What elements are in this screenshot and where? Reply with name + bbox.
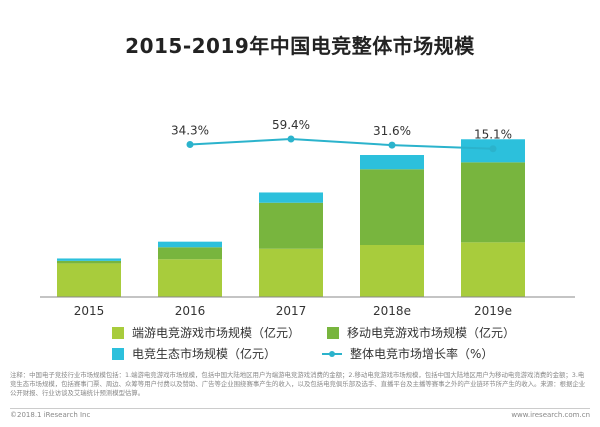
x-tick-label: 2019e	[474, 304, 512, 318]
bar-2015-series-2	[57, 258, 121, 261]
legend-item-ecosystem: 电竞生态市场规模（亿元）	[112, 345, 276, 362]
legend-label-growth: 整体电竞市场增长率（%）	[350, 347, 494, 361]
bar-2019e-series-1	[461, 162, 525, 243]
legend-item-growth: 整体电竞市场增长率（%）	[322, 345, 493, 362]
growth-data-label: 31.6%	[373, 124, 411, 138]
notes-text: 注释：中国电子竞技行业市场规模包括：1.端游电竞游戏市场规模，包括中国大陆地区用…	[10, 371, 586, 397]
bar-2016-series-2	[158, 241, 222, 248]
bar-2017-series-2	[259, 192, 323, 203]
growth-point	[287, 135, 295, 143]
bar-2018e-series-0	[360, 245, 424, 297]
bar-2019e-series-0	[461, 242, 525, 297]
legend-item-mobile-esports: 移动电竞游戏市场规模（亿元）	[327, 324, 515, 341]
bar-2018e-series-1	[360, 169, 424, 245]
legend-label-ecosystem: 电竞生态市场规模（亿元）	[132, 347, 277, 361]
growth-point	[489, 145, 497, 153]
bar-2017-series-0	[259, 248, 323, 297]
chart-title: 2015-2019年中国电竞整体市场规模	[125, 34, 475, 58]
growth-data-label: 34.3%	[171, 124, 209, 138]
bars-group	[57, 139, 525, 297]
bar-2016-series-1	[158, 247, 222, 260]
bar-2017-series-1	[259, 202, 323, 249]
legend-swatch-mobile	[327, 326, 339, 339]
growth-line	[189, 137, 494, 150]
legend-swatch-pc	[112, 326, 124, 339]
bar-2018e-series-2	[360, 155, 424, 170]
footer-copyright: ©2018.1 iResearch Inc	[10, 411, 91, 419]
legend-swatch-growth	[322, 348, 342, 360]
x-tick-label: 2018e	[373, 304, 411, 318]
footer-site: www.iresearch.com.cn	[511, 411, 590, 419]
legend-item-pc-esports: 端游电竞游戏市场规模（亿元）	[112, 324, 300, 341]
growth-data-label: 15.1%	[474, 128, 512, 142]
bar-2015-series-0	[57, 263, 121, 297]
legend-swatch-ecosystem	[112, 347, 124, 360]
x-tick-label: 2016	[175, 304, 206, 318]
bar-2015-series-1	[57, 260, 121, 264]
x-tick-labels: 2015 2016 2017 2018e 2019e	[74, 304, 512, 318]
bar-2016-series-0	[158, 259, 222, 297]
growth-data-label: 59.4%	[272, 118, 310, 132]
legend-label-mobile: 移动电竞游戏市场规模（亿元）	[347, 326, 516, 340]
x-tick-label: 2017	[276, 304, 307, 318]
growth-point	[388, 141, 396, 149]
x-tick-label: 2015	[74, 304, 105, 318]
chart-canvas: 2015 2016 2017 2018e 2019e 34.3% 59.4% 31.6% 15…	[40, 118, 575, 318]
growth-point	[186, 141, 194, 149]
legend-label-pc: 端游电竞游戏市场规模（亿元）	[132, 326, 301, 340]
growth-line-group: 34.3% 59.4% 31.6% 15.1%	[171, 118, 512, 153]
footer: ©2018.1 iResearch Inc www.iresearch.com.…	[10, 408, 590, 419]
